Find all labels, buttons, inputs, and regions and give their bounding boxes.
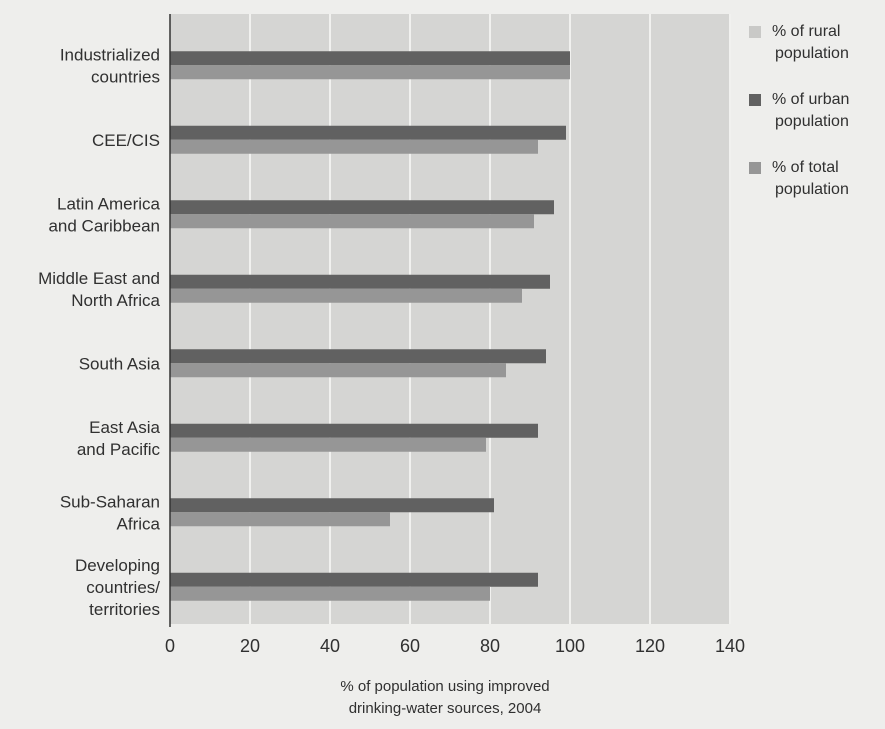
bar-urban-1: [170, 125, 566, 140]
legend-label-1: % of urban population: [772, 91, 849, 130]
x-tick-label-20: 20: [240, 636, 260, 656]
category-label-6: Sub-Saharan Africa: [60, 492, 161, 533]
x-tick-label-120: 120: [635, 636, 665, 656]
x-axis-title: % of population using improved drinking-w…: [340, 678, 549, 717]
bar-urban-6: [170, 498, 494, 513]
bar-total-6: [170, 512, 390, 527]
bar-urban-0: [170, 51, 570, 66]
category-labels: Industrialized countries CEE/CIS Latin Amer…: [38, 45, 160, 619]
legend: % of rural population % of urban population…: [749, 23, 849, 198]
bar-total-7: [170, 586, 490, 601]
x-tick-label-60: 60: [400, 636, 420, 656]
category-label-0: Industrialized countries: [60, 45, 160, 86]
bar-urban-2: [170, 200, 554, 215]
x-tick-label-0: 0: [165, 636, 175, 656]
legend-label-2: % of total population: [772, 159, 849, 198]
x-tick-label-40: 40: [320, 636, 340, 656]
category-label-7: Developing countries/territories: [75, 556, 160, 619]
category-label-4: South Asia: [79, 354, 161, 373]
category-label-1: CEE/CIS: [92, 131, 160, 150]
bars: [170, 51, 570, 601]
x-tick-label-100: 100: [555, 636, 585, 656]
plot-area: [170, 14, 730, 624]
category-label-3: Middle East and North Africa: [38, 269, 160, 310]
bar-total-0: [170, 65, 570, 80]
gridlines: [249, 14, 731, 624]
legend-swatch-1: [749, 94, 761, 106]
legend-swatch-0: [749, 26, 761, 38]
bar-total-3: [170, 288, 522, 303]
legend-label-0: % of rural population: [772, 23, 849, 62]
bar-total-5: [170, 437, 486, 452]
legend-swatch-2: [749, 162, 761, 174]
bar-urban-3: [170, 274, 550, 289]
bar-total-2: [170, 214, 534, 229]
x-tick-label-140: 140: [715, 636, 745, 656]
bar-total-1: [170, 139, 538, 154]
bar-urban-5: [170, 423, 538, 438]
x-tick-labels: 0 20 40 60 80 100 120 140: [165, 636, 745, 656]
category-label-2: Latin America and Caribbean: [48, 194, 160, 235]
bar-urban-7: [170, 572, 538, 587]
x-tick-label-80: 80: [480, 636, 500, 656]
bar-total-4: [170, 363, 506, 378]
category-label-5: East Asia and Pacific: [77, 418, 161, 459]
bar-urban-4: [170, 349, 546, 364]
